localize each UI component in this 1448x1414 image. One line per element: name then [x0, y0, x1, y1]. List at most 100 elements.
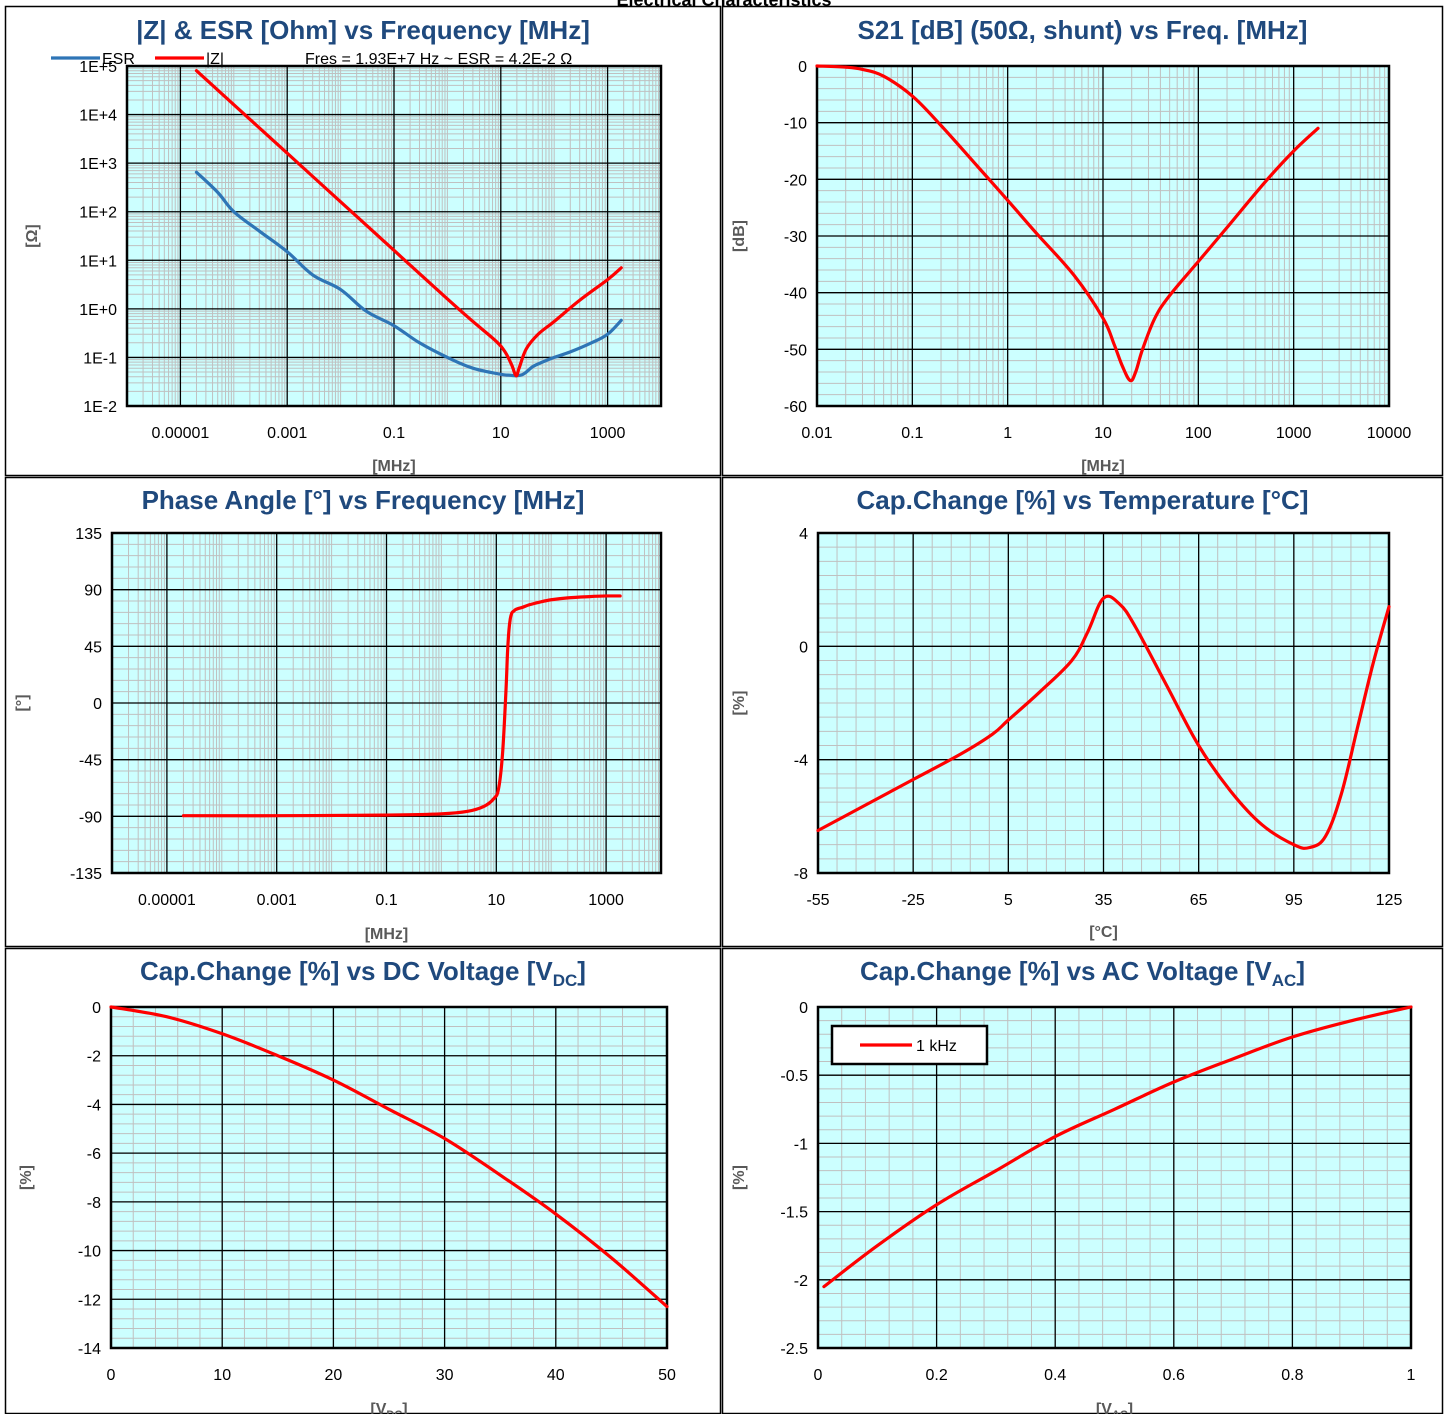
- plot-frame: [816, 1005, 1413, 1350]
- series-line: [181, 594, 622, 818]
- major-gridlines: [127, 65, 661, 407]
- chart-title: Cap.Change [%] vs Temperature [°C]: [857, 485, 1309, 515]
- y-tick-label: 0: [799, 1000, 808, 1017]
- chart-svg: -55 -25 5 35 65 95 125 -8 -4 0 4 Cap.Change [%] vs …: [721, 476, 1444, 948]
- x-tick-label: 1000: [590, 425, 626, 442]
- y-tick-label: -135: [70, 866, 102, 883]
- y-tick-label: -10: [784, 116, 807, 133]
- plot-frame: [816, 531, 1391, 875]
- temperature-chart: -55 -25 5 35 65 95 125 -8 -4 0 4 Cap.Change [%] vs …: [721, 476, 1444, 948]
- x-tick-label: 1: [1407, 1367, 1416, 1384]
- x-tick-label: 0.001: [267, 425, 307, 442]
- x-axis-label: [VAC]: [1096, 1401, 1133, 1414]
- y-tick-label: -2: [794, 1273, 808, 1290]
- chart-title: Phase Angle [°] vs Frequency [MHz]: [142, 485, 585, 515]
- x-tick-label: 0.4: [1044, 1367, 1066, 1384]
- y-tick-label: -2: [87, 1049, 101, 1066]
- x-tick-label: -25: [902, 892, 925, 909]
- y-axis-label: [dB]: [731, 220, 748, 252]
- y-tick-label: -40: [784, 286, 807, 303]
- y-tick-label: 1E+0: [79, 302, 117, 319]
- y-axis-label: [%]: [18, 1165, 35, 1190]
- x-tick-label: 0.8: [1281, 1367, 1303, 1384]
- series-line-z: [194, 69, 623, 378]
- y-axis-label: [Ω]: [24, 224, 41, 247]
- phase-angle-chart: 0.00001 0.001 0.1 10 1000 -135 -90 -45 0 45 90 135 P…: [4, 476, 722, 948]
- x-tick-label: 0.1: [375, 892, 397, 909]
- x-tick-label: 0.6: [1163, 1367, 1185, 1384]
- legend-label-esr: ESR: [102, 51, 135, 68]
- chart-svg: 0 10 20 30 40 50 -14 -12 -10 -8 -6 -4 -2 0 Cap.Change …: [4, 947, 722, 1414]
- panel-border: [4, 476, 722, 948]
- x-tick-label: 95: [1285, 892, 1303, 909]
- x-tick-label: 65: [1190, 892, 1208, 909]
- ac-voltage-chart: 0 0.2 0.4 0.6 0.8 1 -2.5 -2 -1.5 -1 -0.5 0 Cap.Chang…: [721, 947, 1444, 1414]
- plot-frame: [125, 64, 663, 408]
- y-tick-label: -8: [87, 1195, 101, 1212]
- page-title: Electrical Characteristics: [616, 0, 832, 10]
- series-line: [816, 594, 1391, 850]
- x-tick-label: 30: [436, 1367, 454, 1384]
- x-tick-label: 10: [487, 892, 505, 909]
- y-tick-label: -10: [78, 1244, 101, 1261]
- x-tick-label: 0.001: [257, 892, 297, 909]
- x-tick-label: 0: [107, 1367, 116, 1384]
- y-tick-label: 4: [799, 526, 808, 543]
- y-tick-label: 1E+4: [79, 108, 117, 125]
- series-line: [815, 64, 1320, 383]
- chart-svg: 0.00001 0.001 0.1 10 1000 1E-2 1E-1 1E+0 1E+1 1E+…: [4, 5, 722, 477]
- plot-area: [111, 1007, 667, 1348]
- x-tick-label: 5: [1004, 892, 1013, 909]
- series-line-esr: [194, 170, 623, 378]
- y-tick-label: -1.5: [780, 1205, 808, 1222]
- x-tick-label: 1: [1003, 425, 1012, 442]
- x-tick-label: -55: [806, 892, 829, 909]
- x-tick-label: 35: [1095, 892, 1113, 909]
- chart-title: |Z| & ESR [Ohm] vs Frequency [MHz]: [136, 15, 590, 45]
- y-tick-label: -4: [87, 1097, 101, 1114]
- chart-title: Cap.Change [%] vs DC Voltage [VDC]: [140, 956, 586, 990]
- chart-title: S21 [dB] (50Ω, shunt) vs Freq. [MHz]: [858, 15, 1308, 45]
- plot-frame: [815, 64, 1391, 408]
- x-tick-label: 0.01: [801, 425, 832, 442]
- x-tick-label: 40: [547, 1367, 565, 1384]
- x-tick-label: 10: [213, 1367, 231, 1384]
- x-tick-label: 0.1: [901, 425, 923, 442]
- y-tick-label: -1: [794, 1136, 808, 1153]
- series-line: [109, 1005, 669, 1309]
- x-axis-label: [MHz]: [372, 458, 416, 475]
- impedance-esr-chart: 0.00001 0.001 0.1 10 1000 1E-2 1E-1 1E+0 1E+1 1E+…: [4, 5, 722, 477]
- x-tick-label: 1000: [1276, 425, 1312, 442]
- series-line-1khz: [822, 1005, 1413, 1289]
- legend: ESR |Z|: [51, 51, 224, 68]
- x-tick-label: 0.00001: [138, 892, 196, 909]
- x-axis-label: [MHz]: [1081, 458, 1125, 475]
- y-tick-label: 135: [75, 526, 102, 543]
- x-axis-label: [°C]: [1089, 924, 1118, 941]
- x-tick-label: 10000: [1367, 425, 1412, 442]
- y-tick-label: 1E-2: [83, 399, 117, 416]
- y-tick-label: -14: [78, 1341, 101, 1358]
- x-tick-label: 0.2: [925, 1367, 947, 1384]
- chart-title: Cap.Change [%] vs AC Voltage [VAC]: [860, 956, 1305, 990]
- y-tick-label: -20: [784, 172, 807, 189]
- y-tick-label: -90: [79, 809, 102, 826]
- panel-border: [4, 5, 722, 477]
- y-tick-label: 1E+5: [79, 59, 117, 76]
- y-tick-label: 45: [84, 639, 102, 656]
- y-tick-label: 1E-1: [83, 350, 117, 367]
- x-axis-label: [MHz]: [365, 926, 409, 943]
- s21-chart: 0.01 0.1 1 10 100 1000 10000 -60 -50 -40 -30 -20 -10…: [721, 5, 1444, 477]
- y-tick-label: -45: [79, 753, 102, 770]
- y-tick-label: 90: [84, 583, 102, 600]
- y-tick-label: -12: [78, 1292, 101, 1309]
- y-tick-label: -50: [784, 342, 807, 359]
- x-tick-label: 125: [1376, 892, 1403, 909]
- plot-frame: [110, 531, 663, 875]
- y-tick-label: -0.5: [780, 1068, 808, 1085]
- y-axis-label: [%]: [731, 691, 748, 716]
- x-tick-label: 50: [658, 1367, 676, 1384]
- y-tick-label: -6: [87, 1146, 101, 1163]
- plot-frame: [109, 1005, 669, 1350]
- y-tick-label: 0: [799, 639, 808, 656]
